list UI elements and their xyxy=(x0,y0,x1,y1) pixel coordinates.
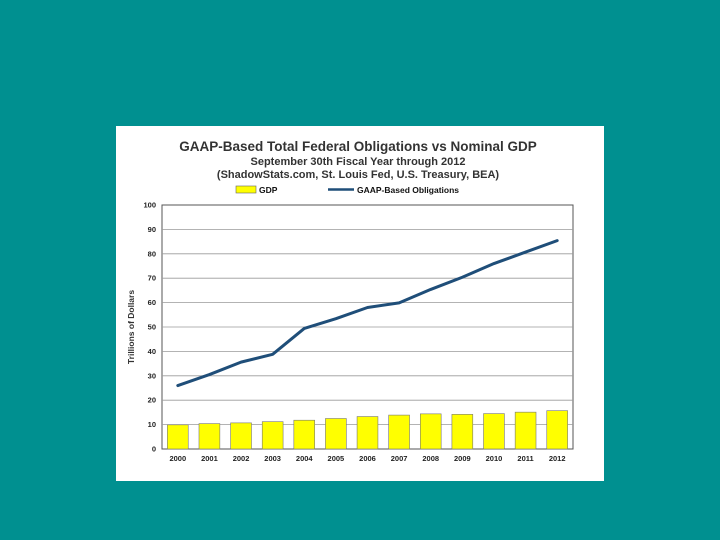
x-tick-label: 2009 xyxy=(454,454,471,463)
chart-image: GAAP-Based Total Federal Obligations vs … xyxy=(116,126,604,481)
x-tick-label: 2001 xyxy=(201,454,218,463)
x-tick-label: 2011 xyxy=(517,454,533,463)
gdp-bar xyxy=(419,413,442,450)
x-tick-label: 2002 xyxy=(233,454,250,463)
gdp-bar xyxy=(293,419,316,450)
y-tick-label: 0 xyxy=(152,445,156,454)
legend-obligations-label: GAAP-Based Obligations xyxy=(357,185,459,195)
gdp-bar xyxy=(546,410,568,450)
legend-gdp-swatch xyxy=(235,185,257,194)
gdp-bar xyxy=(514,411,537,450)
x-tick-label: 2004 xyxy=(296,454,314,463)
chart-source: (ShadowStats.com, St. Louis Fed, U.S. Tr… xyxy=(217,169,500,181)
y-tick-label: 40 xyxy=(148,347,156,356)
y-tick-label: 70 xyxy=(148,274,156,283)
gdp-bar xyxy=(388,414,410,450)
y-axis-ticks: 0 10 20 30 40 50 60 70 80 90 100 xyxy=(143,201,156,454)
y-tick-label: 30 xyxy=(148,371,156,380)
obligations-line xyxy=(176,239,559,388)
y-axis-label: Trillions of Dollars xyxy=(126,290,136,364)
gdp-bar xyxy=(451,414,474,450)
chart-title: GAAP-Based Total Federal Obligations vs … xyxy=(179,139,537,154)
x-tick-label: 2003 xyxy=(264,454,281,463)
gdp-bar xyxy=(230,422,252,450)
y-tick-label: 100 xyxy=(143,201,156,210)
chart-subtitle: September 30th Fiscal Year through 2012 xyxy=(251,156,466,168)
gdp-bar xyxy=(483,413,505,450)
y-tick-label: 10 xyxy=(148,420,156,429)
x-tick-label: 2008 xyxy=(422,454,439,463)
x-tick-label: 2000 xyxy=(169,454,186,463)
legend: GDP GAAP-Based Obligations xyxy=(235,185,459,195)
x-axis-ticks: 2000 2001 2002 2003 2004 2005 2006 2007 2008 2009… xyxy=(169,454,565,463)
gdp-bar xyxy=(325,418,347,450)
y-tick-label: 20 xyxy=(148,396,156,405)
y-tick-label: 80 xyxy=(148,249,156,258)
gdp-bar xyxy=(198,423,221,450)
x-tick-label: 2006 xyxy=(359,454,376,463)
y-tick-label: 90 xyxy=(148,225,156,234)
gdp-bar xyxy=(356,416,379,450)
y-tick-label: 60 xyxy=(148,298,156,307)
gdp-bar xyxy=(167,424,189,450)
legend-gdp-label: GDP xyxy=(259,185,278,195)
chart-svg: GAAP-Based Total Federal Obligations vs … xyxy=(126,139,574,463)
gdp-bars xyxy=(167,410,568,450)
x-tick-label: 2005 xyxy=(328,454,345,463)
x-tick-label: 2007 xyxy=(391,454,408,463)
x-tick-label: 2010 xyxy=(486,454,503,463)
x-tick-label: 2012 xyxy=(549,454,566,463)
obligations-line-group xyxy=(176,239,559,388)
gdp-bar xyxy=(261,421,284,450)
y-tick-label: 50 xyxy=(148,323,156,332)
